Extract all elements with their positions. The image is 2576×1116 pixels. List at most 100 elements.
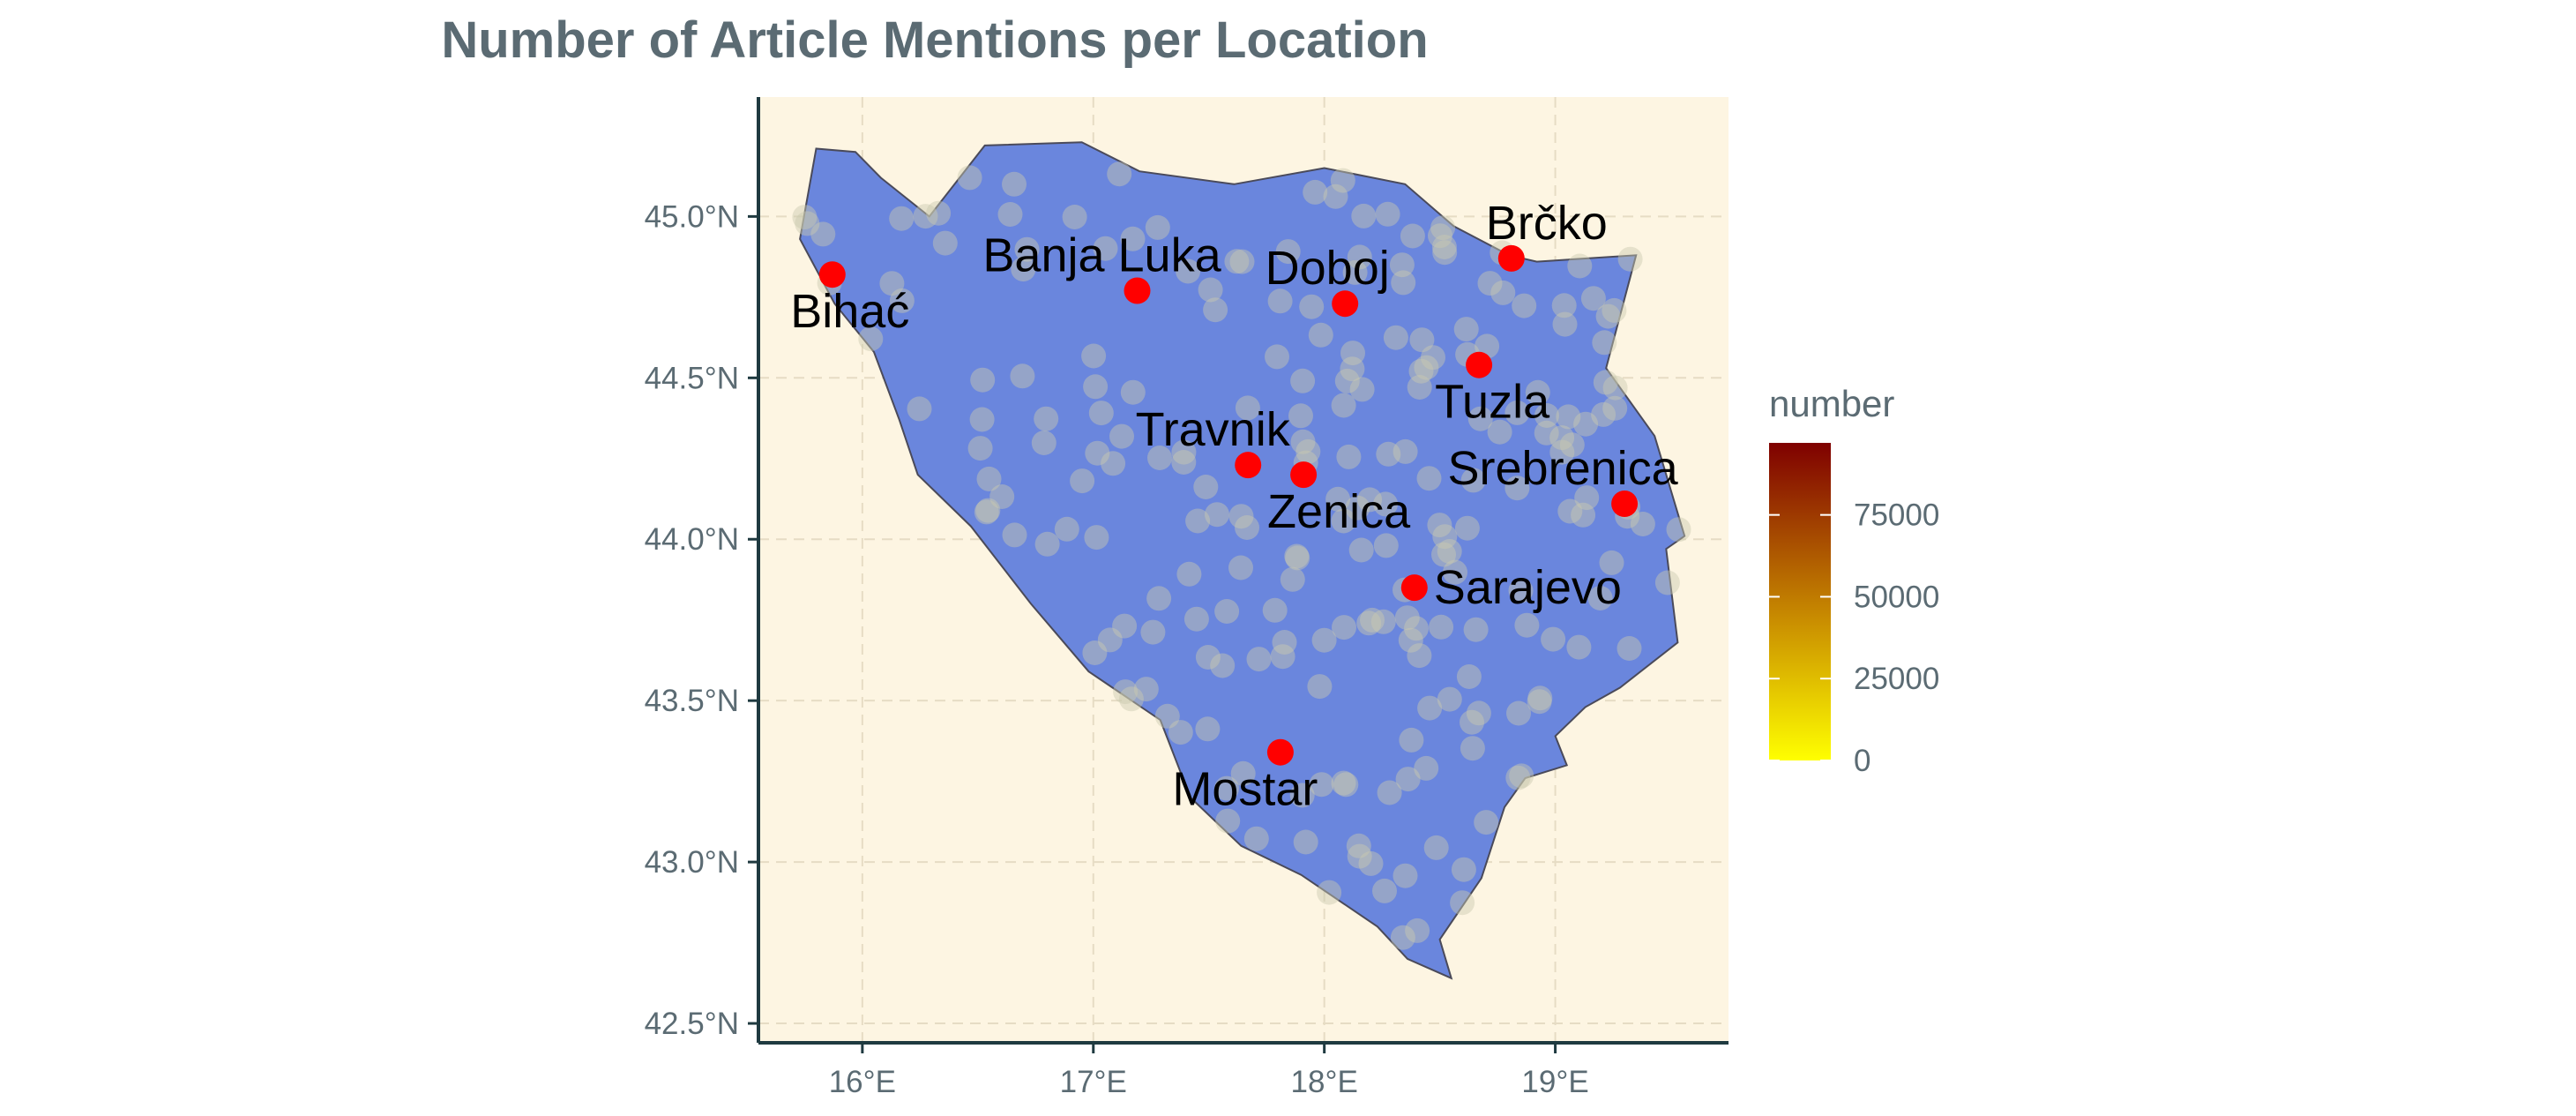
mention-point xyxy=(1293,829,1318,855)
mention-point xyxy=(1107,161,1132,187)
mention-point xyxy=(1120,226,1146,251)
mention-point xyxy=(1308,322,1333,348)
mention-point xyxy=(1088,401,1114,426)
mention-point xyxy=(1375,201,1400,227)
mention-point xyxy=(1595,303,1621,329)
mention-point xyxy=(1205,502,1229,528)
mention-point xyxy=(907,396,932,422)
mention-point xyxy=(1357,487,1383,513)
mention-point xyxy=(1345,495,1370,521)
mention-point xyxy=(989,484,1015,509)
mention-point xyxy=(1506,700,1531,726)
mention-point xyxy=(1390,925,1415,950)
y-tick-label: 43.0°N xyxy=(645,845,739,880)
mention-point xyxy=(1101,451,1126,476)
mention-point xyxy=(1376,441,1401,467)
mention-point xyxy=(1323,184,1348,209)
mention-point xyxy=(1460,709,1484,735)
mention-point xyxy=(1466,700,1491,726)
mention-point xyxy=(1514,612,1540,638)
mention-point xyxy=(1399,727,1424,753)
mention-point xyxy=(1630,512,1655,536)
mention-point xyxy=(1011,257,1036,282)
mention-point xyxy=(1551,293,1577,318)
mention-point xyxy=(970,367,996,393)
mention-point xyxy=(795,211,820,236)
mention-point xyxy=(957,165,982,191)
mention-point xyxy=(1534,403,1559,428)
city-label: Doboj xyxy=(1266,242,1390,295)
mention-point xyxy=(1229,249,1255,274)
mention-point xyxy=(1203,297,1228,323)
mention-point xyxy=(1133,677,1159,702)
mention-point xyxy=(1235,395,1260,421)
x-axis: 16°E 17°E 18°E 19°E xyxy=(829,1043,1589,1099)
mention-points xyxy=(792,161,1691,950)
mention-point xyxy=(1014,236,1040,262)
mention-point xyxy=(1214,775,1239,801)
chart-title: Number of Article Mentions per Location xyxy=(441,11,1429,69)
mention-point xyxy=(1372,878,1397,903)
mention-point xyxy=(1303,179,1328,205)
mention-point xyxy=(1430,215,1456,241)
mention-point xyxy=(1171,439,1197,465)
mention-point xyxy=(1423,835,1449,860)
mention-point xyxy=(1346,833,1371,858)
mention-point xyxy=(1508,578,1534,603)
mention-point xyxy=(1389,252,1415,278)
mention-point xyxy=(1262,597,1288,623)
mention-point xyxy=(1243,826,1269,851)
mention-point xyxy=(1409,327,1435,353)
legend-tick-label: 50000 xyxy=(1854,580,1939,614)
mention-point xyxy=(1215,808,1241,834)
mention-point xyxy=(1393,438,1418,464)
mention-point xyxy=(1325,486,1351,512)
mention-point xyxy=(1393,863,1418,888)
city-point xyxy=(1400,574,1428,602)
city-label: Brčko xyxy=(1486,197,1608,250)
mention-point xyxy=(1394,605,1420,631)
mention-point xyxy=(1330,168,1355,193)
mention-point xyxy=(1431,542,1456,567)
mention-point xyxy=(1228,555,1253,580)
mention-point xyxy=(1541,626,1566,652)
mention-point xyxy=(1230,760,1256,786)
mention-point xyxy=(1062,205,1087,229)
mention-point xyxy=(1571,502,1596,528)
mention-point xyxy=(1097,627,1123,653)
city-point xyxy=(1290,461,1318,489)
legend-tick-label: 0 xyxy=(1854,744,1870,778)
mention-point xyxy=(1267,288,1293,314)
mention-point xyxy=(1176,561,1202,587)
mention-point xyxy=(1171,450,1197,475)
legend-title: number xyxy=(1769,383,1894,424)
x-tick-label: 19°E xyxy=(1521,1065,1588,1099)
city-label: Bihać xyxy=(790,285,909,338)
mention-point xyxy=(1408,358,1434,384)
country-bosnia-and-herzegovina xyxy=(799,141,1686,980)
legend-tick-label: 25000 xyxy=(1854,662,1939,696)
mention-point xyxy=(1437,686,1462,712)
mention-point xyxy=(1443,559,1467,585)
city-point xyxy=(818,261,846,288)
mention-point xyxy=(1527,689,1552,715)
mention-point xyxy=(1118,686,1144,712)
mention-point xyxy=(1336,444,1362,469)
mention-point xyxy=(1246,647,1272,672)
mention-point xyxy=(1454,515,1480,541)
mention-point xyxy=(1417,695,1443,721)
mention-point xyxy=(1034,531,1060,557)
mention-point xyxy=(1195,716,1221,742)
mention-point xyxy=(1185,508,1211,534)
mention-point xyxy=(858,326,884,352)
mention-point xyxy=(1534,420,1559,446)
mention-point xyxy=(1272,630,1297,655)
mention-point xyxy=(1599,550,1624,575)
mention-point xyxy=(1299,294,1325,319)
mention-point xyxy=(1593,370,1618,395)
mention-point xyxy=(1228,504,1254,529)
mention-point xyxy=(1145,214,1170,240)
mention-point xyxy=(1290,368,1316,393)
city-label: Tuzla xyxy=(1435,376,1550,429)
